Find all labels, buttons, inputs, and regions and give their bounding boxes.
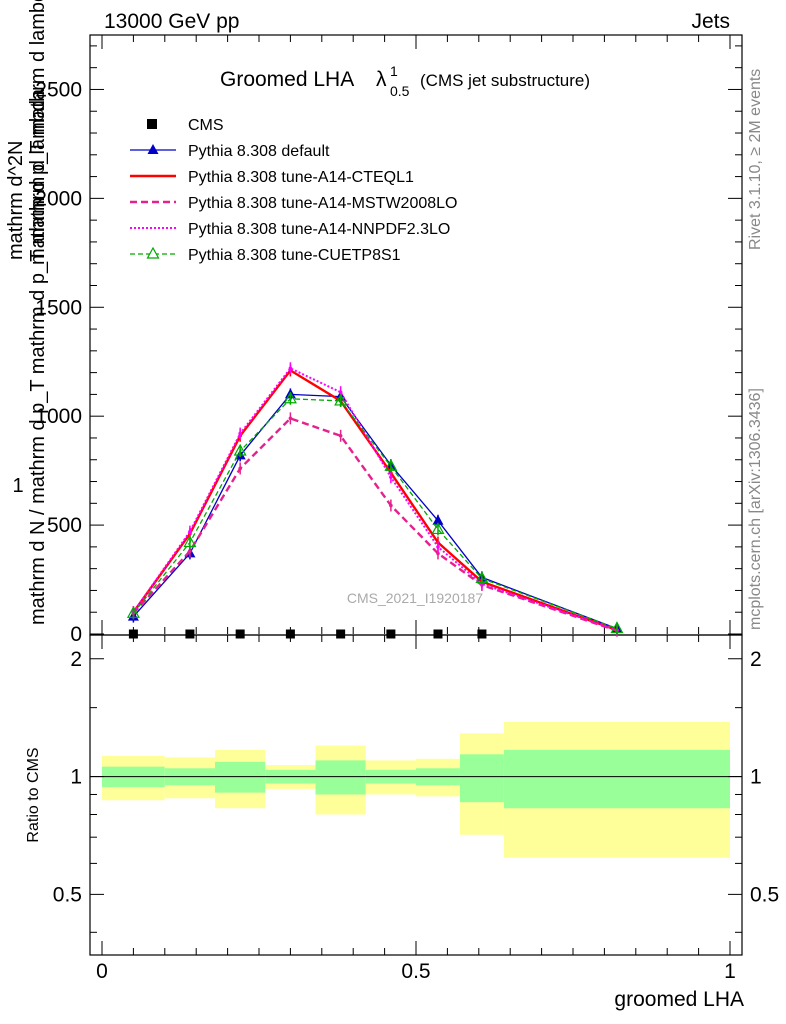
ratio-bands [90, 721, 742, 858]
legend-entry-4-label: Pythia 8.308 tune-A14-NNPDF2.3LO [188, 221, 450, 238]
legend-entry-1-marker [147, 144, 159, 154]
main-y-tick-label: 2500 [35, 78, 82, 101]
ratio-y-tick-label-left: 0.5 [53, 883, 82, 906]
series-5-marker [475, 571, 489, 584]
rivet-version-label: Rivet 3.1.10, ≥ 2M events [747, 69, 764, 250]
legend-entry-1-label: Pythia 8.308 default [188, 143, 330, 160]
x-tick-label: 0.5 [401, 960, 430, 983]
ratio-y-tick-label-right: 1 [750, 766, 762, 789]
ylabel-numerator: 1 [12, 475, 23, 497]
cms-data-point [477, 629, 487, 639]
series-4-marker [389, 475, 393, 479]
title-subscript: 0.5 [390, 83, 410, 99]
title-lambda: λ [376, 68, 387, 91]
main-axis-ticks: 0 500 1000 1500 2000 2500 [35, 35, 742, 646]
main-y-tick-label: 1000 [35, 405, 82, 428]
cms-data-point [433, 629, 443, 639]
series-3-marker [338, 433, 343, 438]
series-5-marker [233, 443, 247, 456]
ratio-y-tick-label-left: 1 [70, 766, 82, 789]
ratio-y-tick-label-right: 2 [750, 648, 762, 671]
ratio-band-inner-8 [503, 749, 730, 809]
cms-data-point [386, 629, 396, 639]
legend-entry-5-label: Pythia 8.308 tune-CUETP8S1 [188, 247, 401, 264]
ratio-y-axis-label: Ratio to CMS [25, 747, 42, 842]
series-4-marker [338, 390, 343, 395]
series-5-line [132, 398, 618, 630]
cms-data-point [185, 629, 195, 639]
series-1-marker [432, 514, 444, 525]
series-5-marker [384, 459, 398, 471]
ratio-y-tick-label-left: 2 [70, 648, 82, 671]
series-3-line [132, 417, 618, 632]
x-tick-label: 1 [724, 960, 736, 983]
series-5-marker [334, 393, 348, 406]
title-note: (CMS jet substructure) [420, 71, 590, 90]
title-superscript: 1 [390, 63, 398, 79]
ratio-band-inner-2 [215, 761, 266, 793]
main-y-tick-label: 2000 [35, 187, 82, 210]
plot-title: Groomed LHA λ 1 0.5 (CMS jet substructur… [220, 63, 590, 99]
legend-entry-5-marker [146, 246, 160, 259]
cms-data-point [235, 629, 245, 639]
main-y-tick-label: 1500 [35, 296, 82, 319]
ylabel-denominator: mathrm d N / mathrm d p_T mathrm d p_T m… [27, 88, 49, 625]
series-4-marker [436, 545, 440, 549]
mcplots-reference-label: mcplots.cern.ch [arXiv:1306.3436] [747, 388, 764, 630]
legend-entry-0-label: CMS [188, 117, 224, 134]
series-4-marker [188, 529, 192, 534]
ratio-band-inner-4 [315, 760, 366, 795]
cms-data-point [336, 629, 346, 639]
legend-entry-2-label: Pythia 8.308 tune-A14-CTEQL1 [188, 169, 414, 186]
legend-entry-0-swatch [147, 119, 157, 129]
series-4-marker [238, 431, 242, 436]
series-5-marker [431, 522, 445, 535]
ratio-y-tick-label-right: 0.5 [750, 883, 779, 906]
legend-entry-3-label: Pythia 8.308 tune-A14-MSTW2008LO [188, 195, 457, 212]
main-y-tick-label: 0 [70, 623, 82, 646]
ylabel-second-denominator: mathrm d p_T mathrm d lambda [27, 0, 49, 265]
main-y-tick-label: 500 [47, 514, 82, 537]
ratio-axis-ticks: 0.5 0.5 1 1 2 2 0 0.5 1 [53, 635, 779, 983]
series-5-marker [283, 391, 297, 404]
series-5-marker [610, 621, 624, 634]
series-3-marker [288, 416, 293, 421]
series-3-marker [436, 551, 440, 556]
series-5-marker [126, 606, 140, 618]
header-jets-label: Jets [691, 10, 730, 33]
cms-data-point [128, 629, 138, 639]
upper-y-axis-label: 1 mathrm d N / mathrm d p_T mathrm d p_T… [5, 0, 49, 625]
series-5-marker [183, 535, 197, 548]
x-tick-label: 0 [96, 960, 108, 983]
title-main: Groomed LHA [220, 68, 354, 91]
series-4-marker [288, 366, 293, 371]
x-axis-label: groomed LHA [614, 988, 744, 1011]
series-3-marker [238, 466, 242, 471]
legend: CMS Pythia 8.308 default Pythia 8.308 tune… [130, 117, 457, 264]
analysis-watermark: CMS_2021_I1920187 [347, 590, 483, 606]
ylabel-second-numerator: mathrm d^2N [5, 141, 27, 260]
series-3-marker [188, 549, 192, 554]
header-beam-energy: 13000 GeV pp [104, 10, 239, 33]
cms-data-point [285, 629, 295, 639]
main-series-group [126, 362, 624, 639]
series-3-marker [389, 503, 393, 508]
ratio-band-inner-7 [459, 754, 504, 803]
